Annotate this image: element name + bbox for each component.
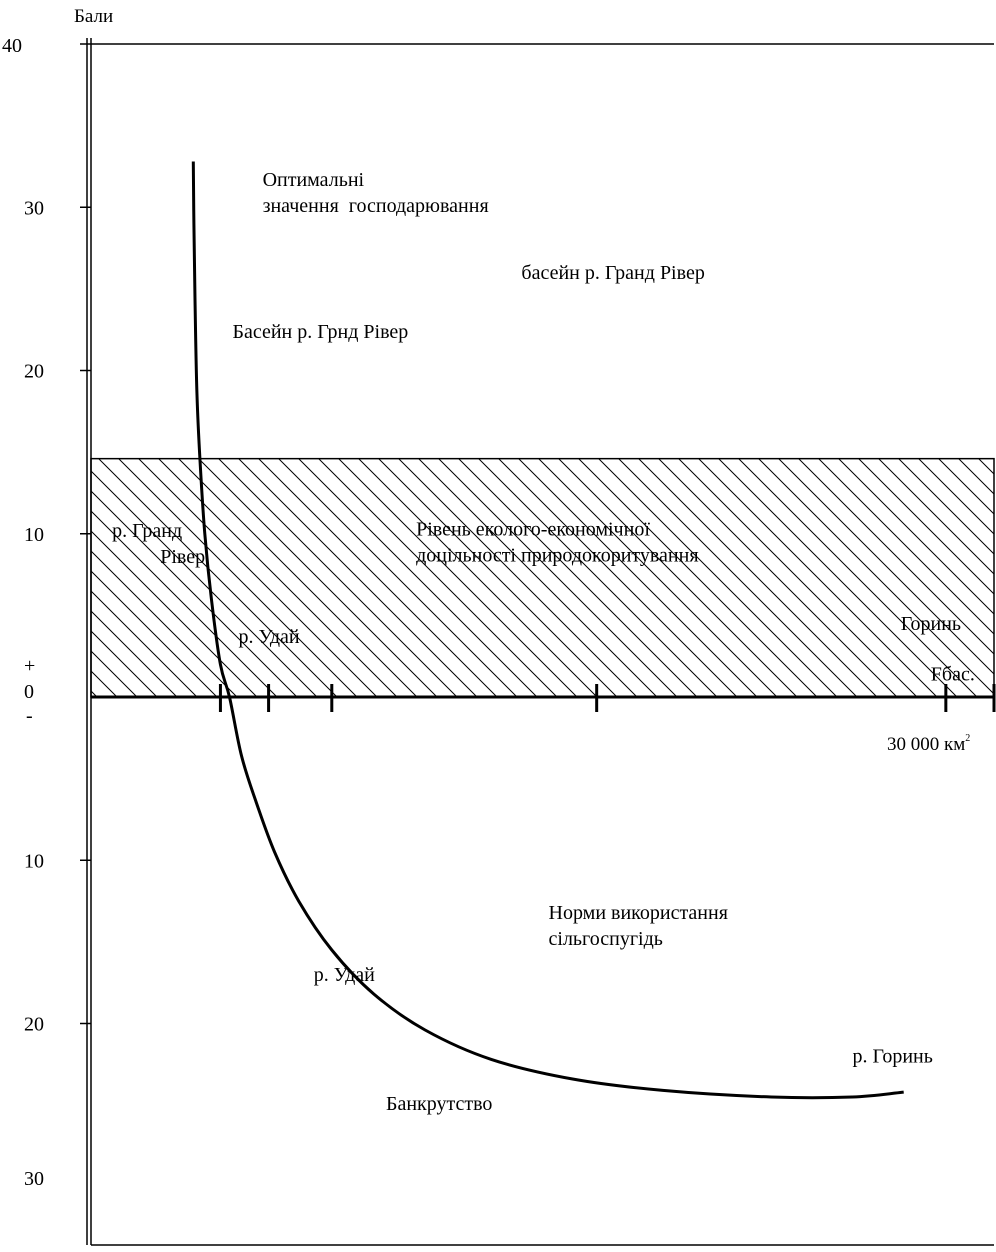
hatched-band bbox=[90, 457, 995, 698]
series-curve bbox=[191, 161, 904, 1100]
y-tick-label: 10 bbox=[24, 524, 44, 546]
annotation-label: Рівень еколого-економічної bbox=[416, 518, 650, 540]
annotation-label: значення господарювання bbox=[263, 195, 489, 217]
annotation-label: доцільності природокоритування bbox=[416, 545, 698, 567]
plus-sign-label: + bbox=[24, 655, 35, 677]
annotation-label: Банкрутство bbox=[386, 1093, 492, 1115]
zero-tick-label: 0 bbox=[24, 681, 34, 703]
x-unit-text: 30 000 км bbox=[887, 734, 965, 755]
annotation-label: сільгоспугідь bbox=[549, 928, 663, 950]
x-ticks bbox=[218, 684, 996, 712]
annotation-label: р. Горинь bbox=[853, 1046, 933, 1068]
x-axis-unit-label: 30 000 км2 bbox=[887, 733, 970, 755]
y-tick-label: 30 bbox=[24, 1168, 44, 1190]
y-tick-label: 40 bbox=[2, 35, 22, 57]
x-unit-superscript: 2 bbox=[965, 733, 970, 744]
annotation-label: Рівер bbox=[160, 546, 205, 568]
annotation-label: р. Удай bbox=[314, 964, 375, 986]
annotation-label: Басейн р. Грнд Рівер bbox=[232, 321, 408, 343]
minus-sign-label: - bbox=[26, 705, 33, 727]
annotation-label: Норми використання bbox=[549, 902, 728, 924]
y-tick-label: 20 bbox=[24, 1014, 44, 1036]
annotations: Оптимальні значення господарювання басейн … bbox=[112, 169, 975, 1115]
y-tick-label: 20 bbox=[24, 361, 44, 383]
annotation-label: р. Гранд bbox=[112, 520, 182, 542]
annotation-label: р. Удай bbox=[238, 626, 299, 648]
y-ticks: 40 30 20 10 10 20 30 bbox=[2, 35, 91, 1190]
y-tick-label: 10 bbox=[24, 850, 44, 872]
annotation-label: Горинь bbox=[901, 613, 961, 635]
annotation-label: Fбас. bbox=[931, 664, 975, 686]
annotation-label: Оптимальні bbox=[263, 169, 365, 191]
annotation-label: басейн р. Гранд Рівер bbox=[521, 262, 704, 284]
y-tick-label: 30 bbox=[24, 197, 44, 219]
y-axis-title: Бали bbox=[74, 6, 113, 27]
